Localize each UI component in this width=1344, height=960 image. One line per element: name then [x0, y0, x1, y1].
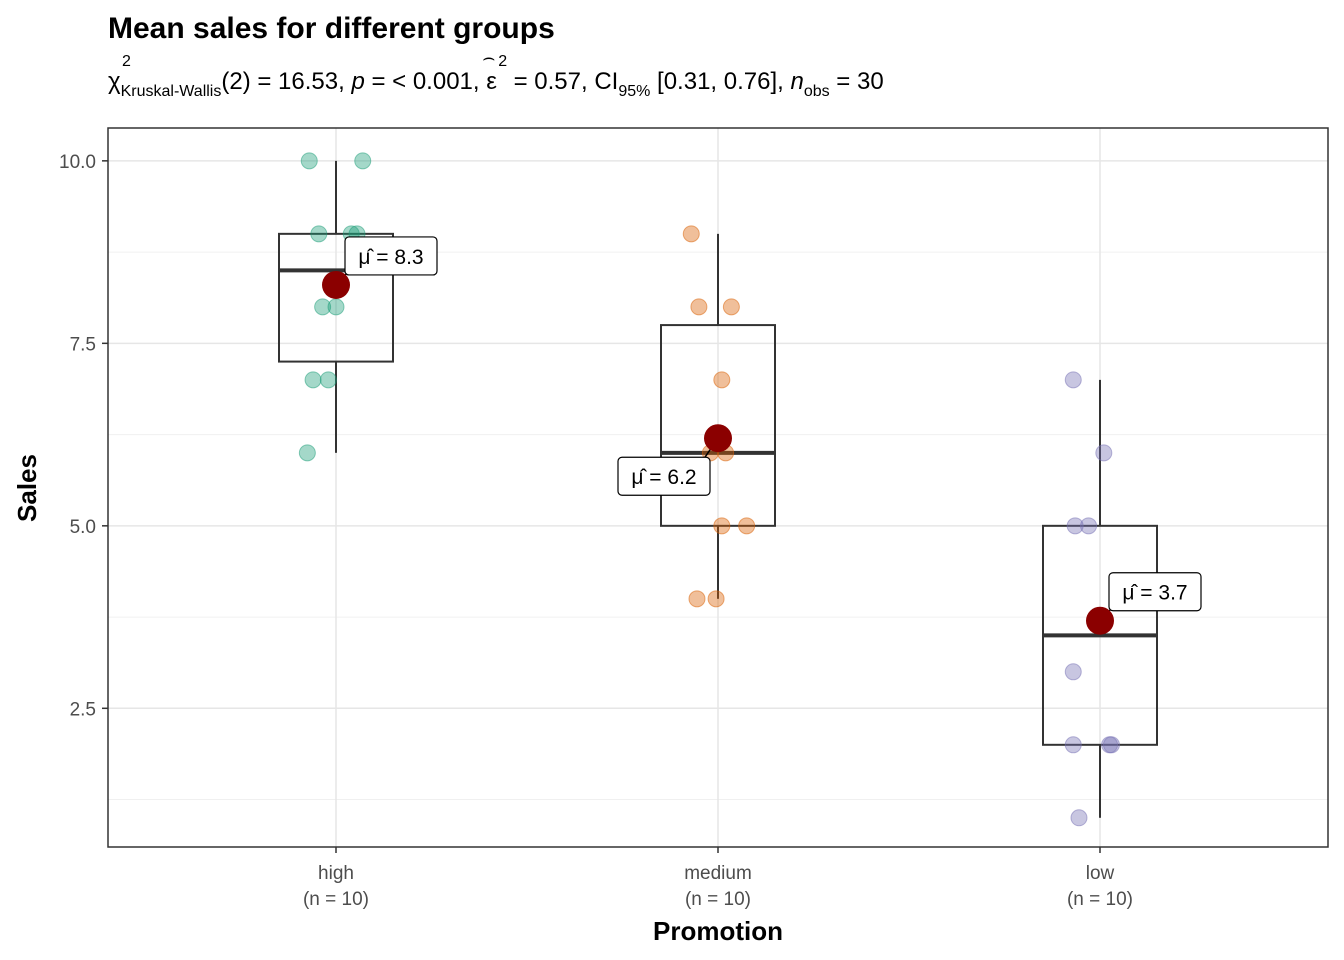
data-point [1080, 517, 1098, 535]
ci-level: 95% [618, 83, 651, 100]
mean-point [1086, 606, 1114, 635]
chart-subtitle: χ 2 Kruskal-Wallis (2) = 16.53, p = < 0.00… [108, 47, 884, 100]
box-medium [660, 324, 776, 527]
data-point [300, 152, 318, 170]
y-tick-label: 10.0 [59, 152, 96, 173]
x-tick-label: high [318, 863, 354, 884]
y-tick-label: 5.0 [70, 517, 96, 538]
data-point [690, 298, 708, 316]
n-subscript: obs [803, 83, 830, 100]
data-point [298, 444, 316, 462]
mean-point [322, 270, 350, 299]
data-point [1102, 736, 1120, 754]
n-value: = 30 [829, 68, 884, 95]
data-point [688, 590, 706, 608]
chi-squared-symbol: χ 2 Kruskal-Wallis [108, 53, 222, 100]
p-value: = < 0.001, [364, 68, 487, 95]
data-point [682, 225, 700, 243]
data-point [304, 371, 322, 389]
y-tick-label: 7.5 [70, 334, 96, 355]
ci-range: [0.31, 0.76], [650, 68, 791, 95]
box-high [278, 232, 394, 363]
data-point [1095, 444, 1113, 462]
x-axis-title: Promotion [653, 916, 783, 946]
mean-markers: μ̂ = 8.3 μ̂ = 6.2 μ̂ = 3.7 [322, 236, 1202, 635]
epsilon-squared-symbol: ⌢ ε 2 [482, 47, 508, 95]
mean-label-box [1108, 572, 1202, 612]
data-point [1066, 517, 1084, 535]
data-points [298, 152, 1120, 827]
chart-title: Mean sales for different groups [108, 12, 555, 45]
x-tick-count-label: (n = 10) [685, 889, 751, 910]
data-point [354, 152, 372, 170]
stat-value: (2) = 16.53, [221, 68, 352, 95]
data-point [314, 298, 332, 316]
y-tick-label: 2.5 [70, 699, 96, 720]
data-point [319, 371, 337, 389]
mean-label-text: μ̂ = 3.7 [1122, 582, 1187, 605]
effect-value: = 0.57, CI [506, 68, 619, 95]
mean-label-text: μ̂ = 8.3 [358, 246, 423, 269]
data-point [1064, 371, 1082, 389]
data-point [713, 371, 731, 389]
x-tick-count-label: (n = 10) [1067, 889, 1133, 910]
data-point [713, 517, 731, 535]
axes: high (n = 10) medium (n = 10) low (n = 10) 2.5… [59, 152, 1133, 910]
data-point [707, 590, 725, 608]
data-point [327, 298, 345, 316]
data-point [738, 517, 756, 535]
data-point [1064, 663, 1082, 681]
p-symbol: p [351, 68, 365, 95]
x-tick-label: medium [684, 863, 752, 884]
data-point [310, 225, 328, 243]
x-tick-count-label: (n = 10) [303, 889, 369, 910]
y-axis-title: Sales [12, 454, 42, 522]
mean-label-text: μ̂ = 6.2 [631, 466, 696, 489]
data-point [1064, 736, 1082, 754]
n-symbol: n [790, 68, 804, 95]
data-point [722, 298, 740, 316]
mean-label-box [344, 236, 438, 276]
data-point [1070, 809, 1088, 827]
x-tick-label: low [1086, 863, 1115, 884]
mean-point [704, 424, 732, 453]
mean-label-box [617, 456, 711, 496]
